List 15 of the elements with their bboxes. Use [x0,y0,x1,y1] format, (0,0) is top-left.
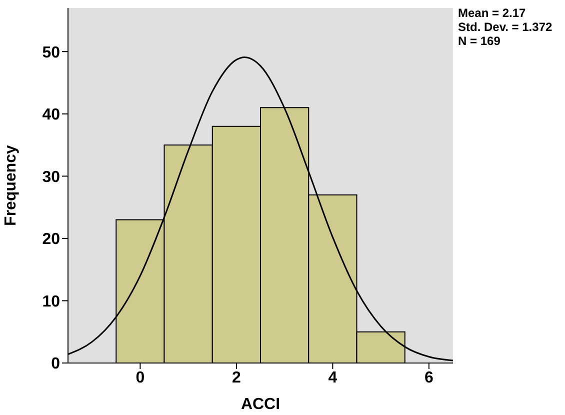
y-tick-label: 0 [51,356,60,373]
text: Mean = 2.17 [458,6,527,20]
y-tick-label: 10 [42,293,60,310]
x-tick-label: 4 [328,369,338,386]
text: N = 169 [458,34,502,48]
y-tick-label: 20 [42,231,60,248]
text: Std. Dev. = 1.372 [458,20,552,34]
x-tick-label: 6 [424,369,434,386]
y-tick-label: 30 [42,168,60,186]
x-tick-label: 0 [136,369,145,386]
y-tick-label: 40 [42,106,60,124]
y-tick-label: 50 [42,44,60,62]
y-axis-title: Frequency [2,144,20,226]
x-axis-title: ACCI [240,396,280,413]
x-tick-label: 2 [232,369,241,386]
